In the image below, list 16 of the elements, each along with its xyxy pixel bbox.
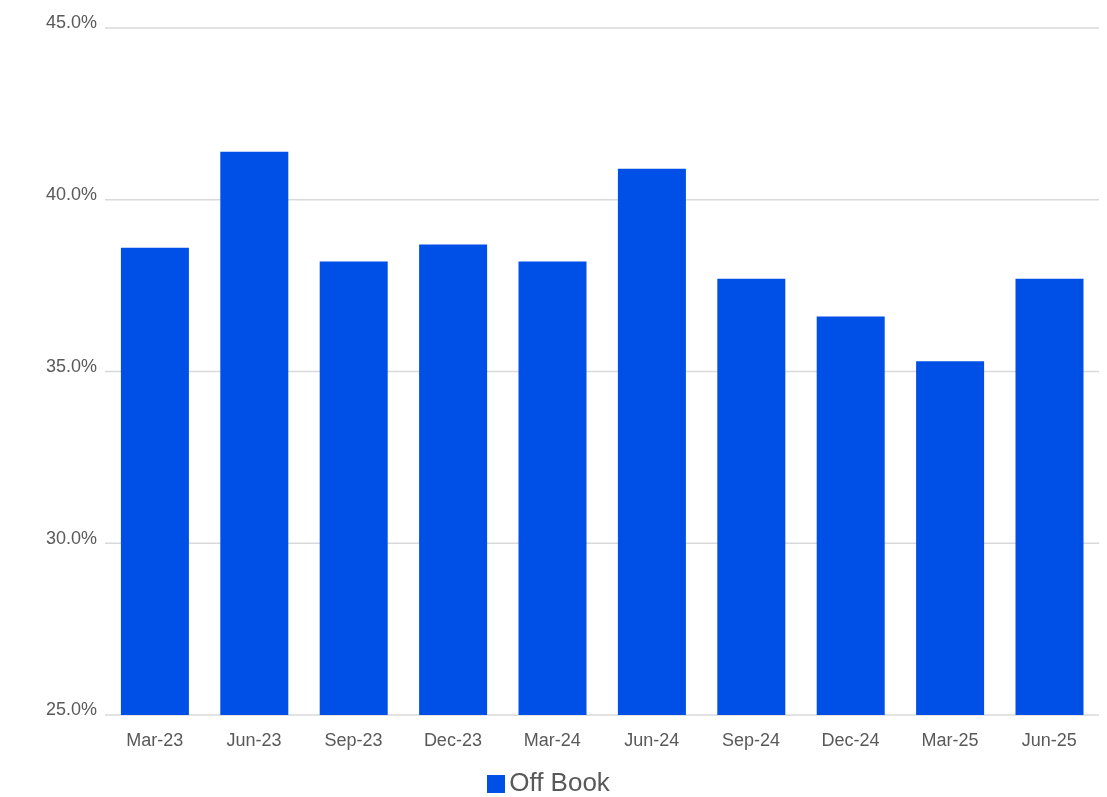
x-tick-label: Dec-23 [423,729,482,750]
x-tick-label: Jun-24 [624,729,680,750]
legend-label: Off Book [509,767,610,797]
x-tick-label: Jun-23 [226,729,282,750]
y-tick-label: 30.0% [45,527,97,548]
y-tick-label: 35.0% [45,355,97,376]
x-tick-label: Mar-24 [523,729,581,750]
x-tick-label: Mar-23 [126,729,184,750]
x-tick-label: Sep-24 [722,729,781,750]
y-tick-label: 40.0% [45,184,97,205]
x-tick-label: Mar-25 [921,729,979,750]
y-tick-label: 25.0% [45,699,97,720]
x-tick-label: Sep-23 [324,729,383,750]
x-tick-label: Dec-24 [821,729,880,750]
x-tick-label: Jun-25 [1021,729,1077,750]
y-tick-label: 45.0% [45,12,97,33]
